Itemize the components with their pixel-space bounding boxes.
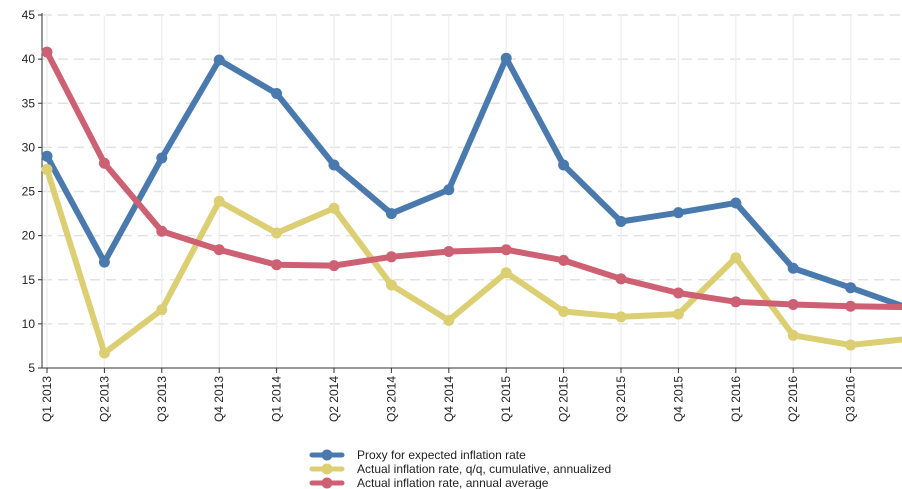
data-point <box>787 298 799 310</box>
x-tick-label: Q4 2013 <box>212 376 226 422</box>
y-tick-label: 5 <box>28 361 35 375</box>
data-point <box>41 46 53 58</box>
data-point <box>558 254 570 266</box>
data-point <box>558 306 570 318</box>
data-point <box>98 157 110 169</box>
data-point <box>41 163 53 175</box>
data-point <box>328 260 340 272</box>
data-point <box>271 88 283 100</box>
x-tick-label: Q1 2014 <box>270 376 284 422</box>
series-line <box>44 49 902 311</box>
data-point <box>271 227 283 239</box>
x-tick-label: Q2 2015 <box>557 376 571 422</box>
axes: 5 10 15 20 25 30 35 40 45 Q1 2013 Q2 2013 Q3 2013 Q4… <box>22 8 902 422</box>
grid <box>42 14 902 368</box>
data-point <box>385 251 397 263</box>
data-point <box>443 184 455 196</box>
data-point <box>328 159 340 171</box>
series-2 <box>41 163 902 359</box>
data-point <box>213 195 225 207</box>
data-point <box>845 300 857 312</box>
legend-swatch-dot <box>321 477 333 489</box>
y-tick-label: 35 <box>22 96 36 110</box>
data-point <box>672 207 684 219</box>
x-tick-label: Q2 2016 <box>786 376 800 422</box>
data-point <box>41 150 53 162</box>
data-point <box>213 54 225 66</box>
series-line <box>44 166 902 356</box>
legend-item-1: Proxy for expected inflation rate <box>309 448 526 462</box>
x-tick-label: Q1 2015 <box>499 376 513 422</box>
data-point <box>787 262 799 274</box>
data-point <box>730 252 742 264</box>
data-point <box>98 347 110 359</box>
data-point <box>672 287 684 299</box>
data-point <box>385 208 397 220</box>
data-point <box>156 152 168 164</box>
data-point <box>615 216 627 228</box>
x-tick-label: Q3 2016 <box>844 376 858 422</box>
y-tick-label: 25 <box>22 185 36 199</box>
data-point <box>443 246 455 258</box>
series-line <box>44 55 902 310</box>
legend-swatch-dot <box>321 449 333 461</box>
x-tick-label: Q1 2013 <box>40 376 54 422</box>
y-tick-label: 45 <box>22 8 36 22</box>
legend-swatch-dot <box>321 463 333 475</box>
y-tick-label: 30 <box>22 140 36 154</box>
y-tick-label: 15 <box>22 273 36 287</box>
y-tick-label: 20 <box>22 229 36 243</box>
data-point <box>500 267 512 279</box>
data-point <box>845 282 857 294</box>
legend-label: Proxy for expected inflation rate <box>357 448 526 462</box>
x-tick-label: Q3 2015 <box>614 376 628 422</box>
x-tick-label: Q4 2015 <box>671 376 685 422</box>
data-point <box>558 159 570 171</box>
series-3 <box>41 46 902 312</box>
data-point <box>672 308 684 320</box>
x-tick-label: Q2 2013 <box>97 376 111 422</box>
legend: Proxy for expected inflation rateActual … <box>309 448 611 489</box>
y-tick-label: 40 <box>22 52 36 66</box>
data-point <box>271 259 283 271</box>
data-point <box>500 244 512 256</box>
data-point <box>328 202 340 214</box>
legend-item-3: Actual inflation rate, annual average <box>309 476 549 489</box>
data-point <box>845 339 857 351</box>
legend-label: Actual inflation rate, annual average <box>357 476 549 489</box>
legend-item-2: Actual inflation rate, q/q, cumulative, … <box>309 462 611 476</box>
data-point <box>500 52 512 64</box>
data-point <box>730 296 742 308</box>
data-point <box>615 273 627 285</box>
x-tick-label: Q2 2014 <box>327 376 341 422</box>
data-point <box>385 279 397 291</box>
data-point <box>787 329 799 341</box>
data-point <box>156 304 168 316</box>
x-tick-label: Q3 2013 <box>155 376 169 422</box>
series-1 <box>41 52 902 310</box>
data-point <box>156 225 168 237</box>
y-tick-label: 10 <box>22 317 36 331</box>
data-point <box>615 311 627 323</box>
x-tick-label: Q4 2014 <box>442 376 456 422</box>
series-lines <box>41 46 902 359</box>
data-point <box>730 197 742 209</box>
data-point <box>98 256 110 268</box>
legend-label: Actual inflation rate, q/q, cumulative, … <box>357 462 611 476</box>
data-point <box>443 314 455 326</box>
x-tick-label: Q1 2016 <box>729 376 743 422</box>
data-point <box>213 244 225 256</box>
x-tick-label: Q3 2014 <box>384 376 398 422</box>
